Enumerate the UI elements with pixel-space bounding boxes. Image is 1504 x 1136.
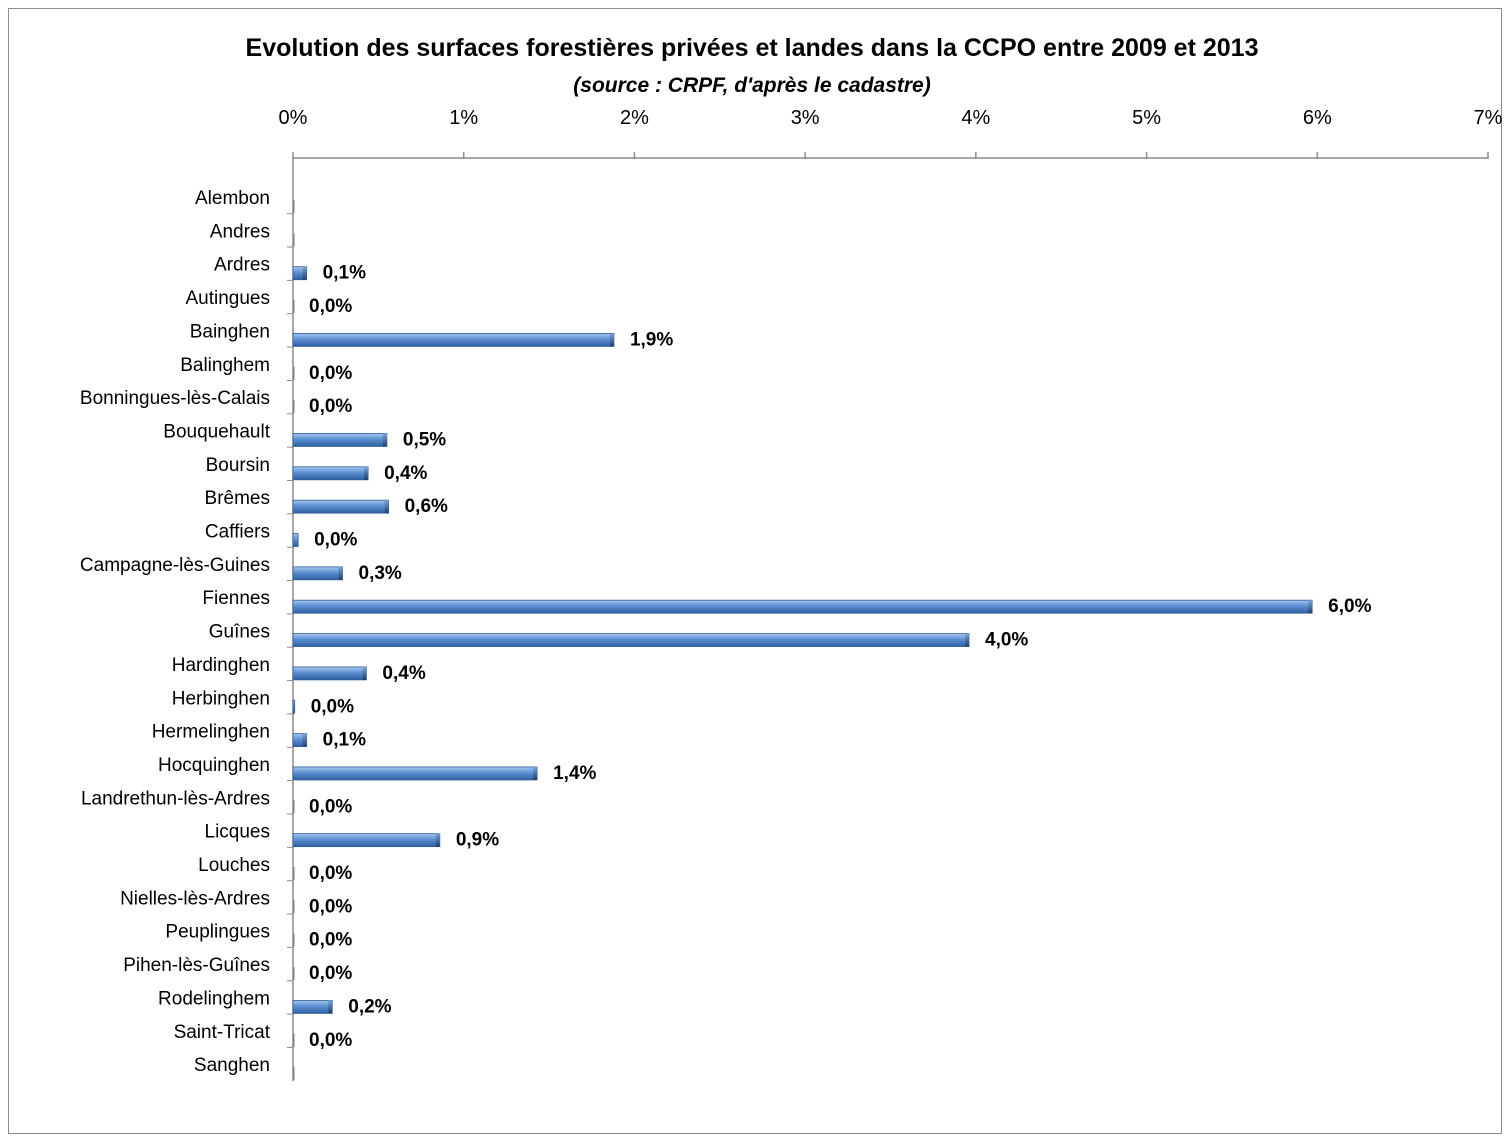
data-label: 0,9% [456,830,499,851]
bar-end [384,500,389,514]
data-label: 0,0% [309,930,352,951]
data-label: 0,0% [309,963,352,984]
bar [292,466,369,481]
category-label: Autingues [185,288,270,309]
category-label: Alembon [195,188,270,209]
data-label: 0,0% [314,530,357,551]
category-label: Campagne-lès-Guines [80,555,270,576]
category-label: Saint-Tricat [174,1022,271,1043]
category-label: Hardinghen [172,655,270,676]
bar [292,766,538,781]
data-label: 1,4% [553,763,596,784]
category-label: Sanghen [194,1055,270,1076]
data-label: 0,0% [309,796,352,817]
x-axis: 0% 1% 2% 3% 4% 5% 6% 7% [279,107,1503,159]
bar-end [609,333,614,347]
bar-end [364,466,369,480]
bar-end [382,433,387,447]
bar [292,433,388,447]
bar-end [1308,600,1313,614]
data-label: 0,2% [348,996,391,1017]
category-label: Pihen-lès-Guînes [123,955,270,976]
data-label: 0,3% [359,563,402,584]
category-label: Licques [205,822,271,843]
chart-frame [8,8,1502,1134]
bar [292,1000,333,1014]
data-label: 0,1% [323,730,366,751]
bar [292,699,296,714]
bar-end [965,633,970,647]
data-label: 4,0% [985,630,1028,651]
category-axis: Alembon Andres Ardres Autingues Bainghen Bali… [80,158,294,1082]
category-label: Hocquinghen [158,755,270,776]
bar-end [302,266,307,280]
bar [292,533,299,547]
x-tick-label: 7% [1474,107,1503,129]
bar [292,332,615,347]
data-label: 0,0% [309,363,352,384]
bar [292,666,367,681]
bar-series [292,200,1313,1081]
chart-title: Evolution des surfaces forestières privé… [245,34,1259,62]
x-tick-label: 5% [1132,107,1161,129]
category-label: Rodelinghem [158,988,270,1009]
data-label: 0,0% [309,1030,352,1051]
data-label: 0,0% [309,863,352,884]
x-tick-label: 0% [279,107,308,129]
data-label: 6,0% [1328,596,1371,617]
bar [292,599,1313,614]
data-label: 1,9% [630,329,673,350]
category-label: Landrethun-lès-Ardres [81,788,270,809]
bar [292,633,970,647]
data-label: 0,0% [309,896,352,917]
bar [292,833,441,848]
x-tick-label: 4% [961,107,990,129]
data-label: 0,4% [384,463,427,484]
data-label: 0,0% [309,296,352,317]
data-label: 0,0% [309,396,352,417]
category-label: Andres [210,221,270,242]
category-label: Boursin [206,455,270,476]
data-label: 0,4% [382,663,425,684]
data-label: 0,1% [323,263,366,284]
bar-end [338,566,343,580]
category-label: Herbinghen [172,688,270,709]
bar [292,499,389,514]
x-tick-label: 1% [449,107,478,129]
data-labels: 0,1%0,0%1,9%0,0%0,0%0,5%0,4%0,6%0,0%0,3%… [309,263,1372,1051]
category-label: Ardres [214,255,270,276]
category-label: Bainghen [190,321,270,342]
data-label: 0,0% [311,696,354,717]
category-label: Louches [198,855,270,876]
data-label: 0,5% [403,429,446,450]
category-label: Balinghem [180,355,270,376]
category-label: Hermelinghen [152,722,270,743]
bar-end [302,733,307,747]
bar-end [362,666,367,680]
category-label: Nielles-lès-Ardres [120,888,270,909]
x-tick-label: 3% [791,107,820,129]
bar [292,566,343,581]
data-label: 0,6% [405,496,448,517]
category-label: Bouquehault [163,421,270,442]
category-label: Caffiers [205,522,270,543]
x-tick-label: 6% [1303,107,1332,129]
category-label: Bonningues-lès-Calais [80,388,270,409]
bar-end [328,1000,333,1014]
category-label: Brêmes [205,488,270,509]
bar-end [435,833,440,847]
category-label: Guînes [209,622,270,643]
category-label: Fiennes [202,588,270,609]
bar-end [533,766,538,780]
chart-subtitle: (source : CRPF, d'après le cadastre) [573,74,931,97]
x-tick-label: 2% [620,107,649,129]
category-label: Peuplingues [165,922,270,943]
